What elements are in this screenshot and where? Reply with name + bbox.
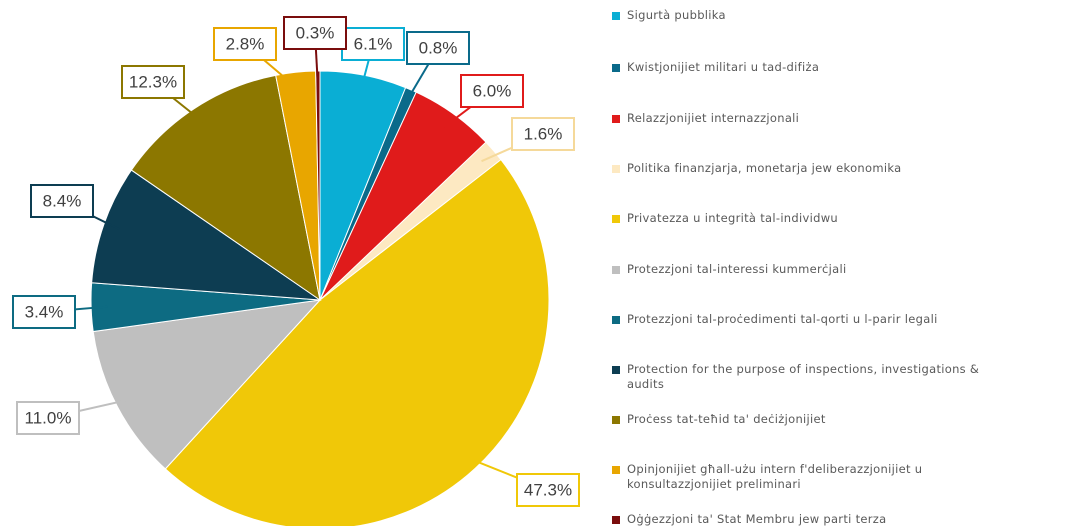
pie-slice — [164, 158, 550, 526]
data-label-box — [516, 473, 580, 507]
legend-swatch — [612, 516, 620, 524]
data-label: 6.1% — [354, 34, 393, 53]
legend-item: Oġġezzjoni ta' Stat Membru jew parti ter… — [612, 512, 1082, 526]
legend-item: Proċess tat-teħid ta' deċiżjonijiet — [612, 412, 1082, 427]
legend-item: Privatezza u integrità tal-individwu — [612, 211, 1082, 226]
legend-swatch — [612, 466, 620, 474]
data-label: 2.8% — [226, 34, 265, 53]
data-label: 0.3% — [296, 23, 335, 42]
legend-swatch — [612, 366, 620, 374]
data-label-box — [30, 184, 94, 218]
data-label-group: 1.6% — [481, 117, 575, 163]
legend-item: Protezzjoni tal-proċedimenti tal-qorti u… — [612, 312, 1082, 327]
pie-slice — [130, 74, 321, 302]
legend-swatch — [612, 215, 620, 223]
data-label-group: 6.0% — [443, 74, 524, 128]
data-label: 1.6% — [524, 124, 563, 143]
legend-item: Politika finanzjarja, monetarja jew ekon… — [612, 161, 1082, 176]
legend-swatch — [612, 12, 620, 20]
data-label-box — [12, 295, 76, 329]
legend-item: Protezzjoni tal-interessi kummerċjali — [612, 262, 1082, 277]
legend-item: Kwistjonijiet militari u tad-difiża — [612, 60, 1082, 75]
pie-slice — [91, 169, 322, 301]
legend-swatch — [612, 316, 620, 324]
legend-label: Relazzjonijiet internazzjonali — [627, 111, 800, 125]
legend-label: Protezzjoni tal-interessi kummerċjali — [627, 262, 847, 276]
legend-label: Proċess tat-teħid ta' deċiżjonijiet — [627, 412, 826, 426]
data-label-group: 12.3% — [121, 65, 204, 123]
legend-label: Oġġezzjoni ta' Stat Membru jew parti ter… — [627, 512, 887, 526]
legend-label: Privatezza u integrità tal-individwu — [627, 211, 838, 225]
data-label: 8.4% — [43, 191, 82, 210]
legend-swatch — [612, 115, 620, 123]
legend-item: Sigurtà pubblika — [612, 8, 1082, 23]
legend-label: Politika finanzjarja, monetarja jew ekon… — [627, 161, 902, 175]
data-label-box — [460, 74, 524, 108]
data-label: 12.3% — [129, 72, 177, 91]
legend-swatch — [612, 165, 620, 173]
data-label-box — [121, 65, 185, 99]
data-label-box — [341, 27, 405, 61]
legend-item: Protection for the purpose of inspection… — [612, 362, 1012, 392]
data-label: 6.0% — [473, 81, 512, 100]
data-label: 47.3% — [524, 480, 572, 499]
legend-label: Protezzjoni tal-proċedimenti tal-qorti u… — [627, 312, 938, 326]
data-label-group: 2.8% — [213, 27, 298, 90]
legend-label: Kwistjonijiet militari u tad-difiża — [627, 60, 820, 74]
data-label-group: 8.4% — [30, 184, 120, 231]
data-label-group: 0.8% — [403, 31, 470, 106]
data-label-box — [511, 117, 575, 151]
data-label-group: 11.0% — [16, 398, 132, 435]
legend-label: Sigurtà pubblika — [627, 8, 726, 22]
legend-swatch — [612, 266, 620, 274]
data-label: 3.4% — [25, 302, 64, 321]
legend-swatch — [612, 64, 620, 72]
legend-item: Opinjonijiet għall-użu intern f'delibera… — [612, 462, 1022, 492]
data-label-group: 47.3% — [463, 455, 580, 507]
data-label-group: 3.4% — [12, 295, 108, 329]
legend-label: Protection for the purpose of inspection… — [627, 362, 980, 391]
pie-slice — [92, 299, 322, 470]
data-label: 11.0% — [25, 408, 72, 427]
legend-label: Opinjonijiet għall-użu intern f'delibera… — [627, 462, 923, 491]
data-label-box — [283, 16, 347, 50]
legend-item: Relazzjonijiet internazzjonali — [612, 111, 1082, 126]
data-label-box — [213, 27, 277, 61]
legend-swatch — [612, 416, 620, 424]
data-label-box — [406, 31, 470, 65]
data-label-group: 6.1% — [341, 27, 405, 92]
data-label: 0.8% — [419, 38, 458, 57]
pie-area: 6.1% 0.8% 6.0% 1.6% 47.3% 11.0% 3.4% 8.4% 12.3% 2… — [12, 16, 580, 526]
data-label-box — [16, 401, 80, 435]
data-label-group: 0.3% — [283, 16, 347, 88]
